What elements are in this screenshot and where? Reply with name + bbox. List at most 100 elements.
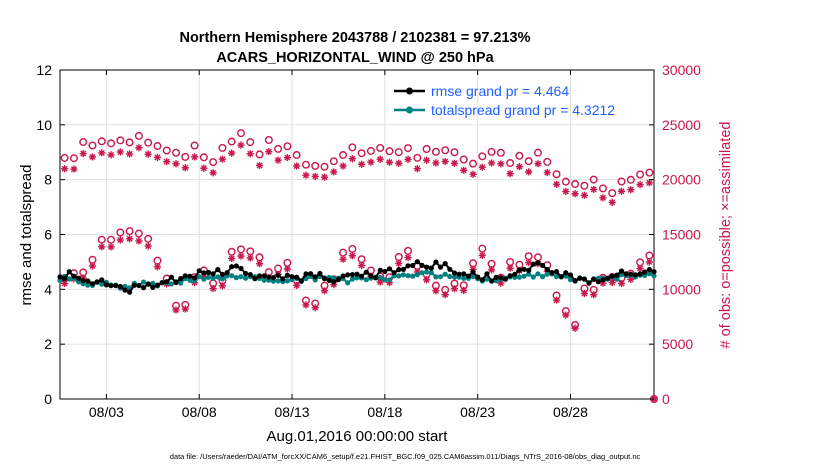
obs-assimilated-stroke [256, 260, 263, 267]
obs-assimilated-stroke [117, 148, 124, 156]
obs-assimilated-stroke [61, 165, 68, 172]
obs-assimilated-marker [98, 243, 106, 251]
rmse-point [122, 287, 128, 293]
obs-assimilated-stroke [135, 237, 142, 245]
obs-assimilated-stroke [479, 164, 486, 171]
obs-assimilated-stroke [525, 259, 532, 266]
obs-possible-marker [645, 168, 654, 177]
totalspread-point [275, 278, 281, 284]
obs-assimilated-marker [358, 160, 366, 168]
obs-assimilated-marker [153, 263, 162, 271]
obs-assimilated-marker [469, 170, 477, 178]
obs-assimilated-marker [209, 284, 217, 293]
obs-assimilated-stroke [182, 164, 189, 171]
rmse-point [516, 267, 523, 273]
totalspread-point [433, 274, 439, 280]
totalspread-point [544, 271, 550, 277]
rmse-point [512, 271, 518, 277]
totalspread-point [210, 275, 216, 281]
obs-assimilated-marker [423, 276, 431, 284]
obs-assimilated-stroke [135, 144, 142, 151]
obs-assimilated-marker [311, 304, 319, 312]
obs-possible-marker [88, 141, 97, 150]
obs-assimilated-stroke [377, 156, 384, 163]
obs-assimilated-stroke [553, 297, 560, 304]
totalspread-point [470, 274, 476, 280]
rmse-point [359, 273, 365, 279]
rmse-point [493, 274, 499, 280]
obs-assimilated-marker [70, 165, 78, 173]
obs-possible-marker [357, 149, 366, 158]
rmse-point [567, 272, 574, 278]
obs-assimilated-marker [200, 164, 208, 172]
rmse-point [451, 270, 458, 276]
totalspread-point [535, 271, 541, 277]
obs-possible-marker [431, 147, 440, 156]
obs-possible-marker [487, 147, 496, 156]
totalspread-point [215, 274, 221, 280]
obs-assimilated-marker [135, 237, 143, 245]
rmse-point [479, 277, 485, 283]
obs-assimilated-stroke [330, 168, 337, 175]
y2-tick-label: 10000 [662, 281, 701, 297]
chart-title: Northern Hemisphere 2043788 / 2102381 = … [179, 30, 530, 46]
rmse-point [572, 278, 578, 284]
obs-assimilated-stroke [210, 285, 217, 292]
obs-assimilated-stroke [358, 262, 365, 269]
obs-assimilated-stroke [618, 188, 625, 195]
obs-assimilated-stroke [534, 160, 542, 167]
obs-possible-marker [543, 157, 552, 166]
totalspread-point [168, 281, 174, 287]
totalspread-point [410, 273, 416, 279]
grid [60, 70, 654, 399]
x-tick-label: 08/03 [89, 404, 124, 420]
totalspread-point [284, 278, 290, 284]
rmse-point [66, 269, 72, 275]
rmse-point [229, 264, 235, 270]
totalspread-point [382, 277, 388, 283]
rmse-point [591, 276, 597, 282]
rmse-point [549, 270, 555, 276]
totalspread-point [261, 277, 267, 283]
rmse-point [581, 276, 588, 282]
obs-assimilated-stroke [572, 325, 579, 332]
obs-assimilated-stroke [609, 199, 616, 206]
y-tick-label: 10 [36, 117, 52, 133]
obs-possible-marker [97, 235, 106, 244]
rmse-point [159, 280, 165, 286]
obs-assimilated-marker [265, 148, 273, 156]
totalspread-point [553, 273, 560, 280]
obs-assimilated-marker [116, 236, 124, 244]
rmse-point [294, 274, 300, 280]
rmse-point [233, 263, 239, 269]
obs-possible-marker [69, 154, 78, 163]
obs-assimilated-stroke [553, 181, 560, 188]
obs-assimilated-marker [246, 254, 254, 262]
rmse-point [321, 276, 328, 282]
obs-assimilated-marker [497, 160, 505, 168]
totalspread-point [530, 274, 536, 280]
rmse-point [136, 282, 142, 289]
obs-assimilated-stroke [275, 157, 282, 164]
obs-assimilated-stroke [265, 148, 272, 155]
obs-possible-marker [533, 148, 542, 157]
obs-assimilated-stroke [637, 181, 644, 188]
rmse-point [164, 279, 170, 285]
obs-assimilated-stroke [80, 150, 87, 157]
totalspread-point [646, 271, 653, 277]
obs-markers [60, 129, 659, 404]
obs-possible-marker [571, 180, 580, 189]
obs-possible-marker [478, 152, 487, 161]
totalspread-point [178, 280, 184, 286]
obs-assimilated-stroke [488, 159, 495, 167]
rmse-point [535, 260, 541, 266]
obs-possible-marker [626, 175, 635, 184]
totalspread-point [437, 274, 444, 280]
obs-assimilated-stroke [210, 169, 217, 176]
obs-assimilated-marker [339, 255, 347, 263]
obs-assimilated-marker [311, 172, 319, 180]
rmse-point [609, 273, 615, 279]
obs-assimilated-stroke [126, 150, 133, 158]
obs-assimilated-marker [487, 159, 496, 167]
